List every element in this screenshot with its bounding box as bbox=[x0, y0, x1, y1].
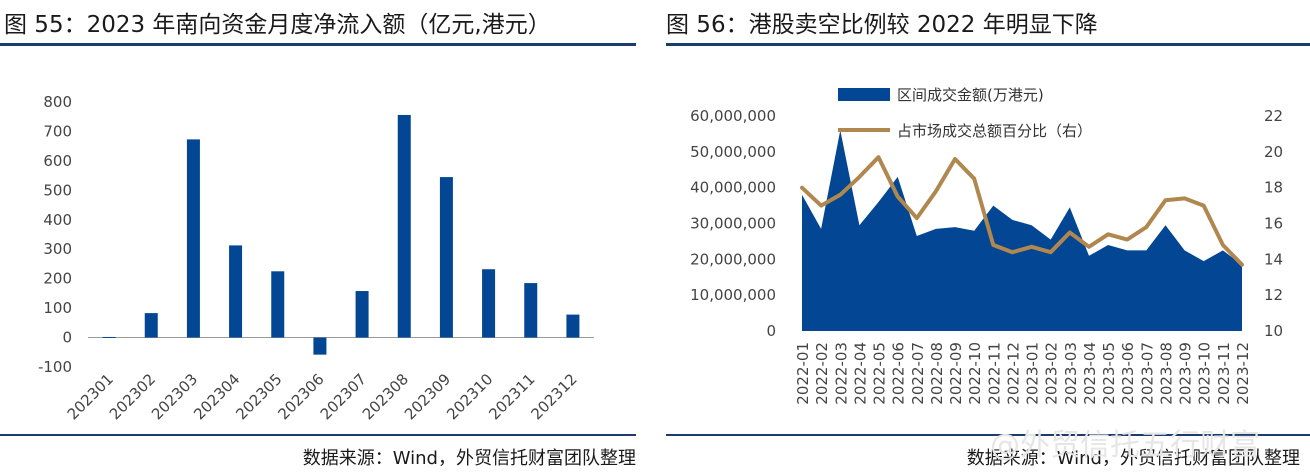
bar-202309 bbox=[439, 177, 453, 338]
bar-202306 bbox=[313, 337, 327, 355]
x-tick-label: 2023-10 bbox=[1196, 342, 1214, 405]
x-tick-label: 2023-03 bbox=[1062, 342, 1080, 405]
x-tick-label: 2023-06 bbox=[1119, 342, 1137, 405]
left-chart-title: 图 55：2023 年南向资金月度净流入额（亿元,港元） bbox=[4, 12, 551, 38]
southbound-bar-chart: -100010020030040050060070080020230120230… bbox=[38, 93, 594, 423]
bar-202310 bbox=[482, 269, 496, 338]
y-tick-label: 500 bbox=[43, 181, 72, 199]
left-y-tick-label: 20,000,000 bbox=[690, 250, 776, 268]
x-tick-label: 202306 bbox=[275, 370, 328, 423]
x-tick-label: 202311 bbox=[485, 370, 538, 423]
x-tick-label: 202303 bbox=[148, 370, 201, 423]
y-tick-label: 800 bbox=[43, 93, 72, 111]
x-tick-label: 202309 bbox=[401, 370, 454, 423]
right-y-tick-label: 12 bbox=[1264, 286, 1283, 304]
x-tick-label: 2022-10 bbox=[966, 342, 984, 405]
x-tick-label: 2023-12 bbox=[1234, 342, 1252, 405]
y-tick-label: 400 bbox=[43, 211, 72, 229]
x-tick-label: 202310 bbox=[443, 370, 496, 423]
right-title-rule bbox=[666, 43, 1310, 46]
right-y-tick-label: 16 bbox=[1264, 215, 1283, 233]
y-tick-label: 100 bbox=[43, 299, 72, 317]
x-tick-label: 2022-08 bbox=[928, 342, 946, 405]
x-tick-label: 2022-01 bbox=[794, 342, 812, 405]
x-tick-label: 2022-11 bbox=[985, 342, 1003, 405]
x-tick-label: 2023-11 bbox=[1215, 342, 1233, 405]
bar-202305 bbox=[271, 271, 285, 338]
x-tick-label: 2023-02 bbox=[1043, 342, 1061, 405]
left-chart-panel: 图 55：2023 年南向资金月度净流入额（亿元,港元） -100 0 100 200… bbox=[0, 0, 640, 475]
right-y-tick-label: 20 bbox=[1264, 143, 1283, 161]
x-tick-label: 2023-01 bbox=[1024, 342, 1042, 405]
bar-202311 bbox=[524, 283, 538, 338]
x-tick-label: 2022-05 bbox=[871, 342, 889, 405]
right-y-tick-label: 18 bbox=[1264, 179, 1283, 197]
y-tick-label: 300 bbox=[43, 240, 72, 258]
x-tick-label: 2022-06 bbox=[890, 342, 908, 405]
x-tick-label: 202307 bbox=[317, 370, 370, 423]
y-tick-label: 700 bbox=[43, 122, 72, 140]
bar-202304 bbox=[229, 245, 243, 338]
x-tick-label: 2022-02 bbox=[813, 342, 831, 405]
x-tick-label: 2023-09 bbox=[1177, 342, 1195, 405]
x-tick-label: 202312 bbox=[528, 370, 581, 423]
legend-area-swatch bbox=[838, 88, 890, 101]
left-y-tick-label: 40,000,000 bbox=[690, 179, 776, 197]
y-tick-label: 0 bbox=[62, 329, 72, 347]
bar-202308 bbox=[397, 114, 411, 338]
left-y-tick-label: 10,000,000 bbox=[690, 286, 776, 304]
short-selling-combo-chart: 0 10,000,000 20,000,000 30,000,000 40,000,00… bbox=[690, 86, 1283, 405]
right-source-rule bbox=[666, 434, 1310, 436]
left-y-tick-label: 0 bbox=[766, 322, 776, 340]
x-tick-label: 202302 bbox=[106, 370, 159, 423]
y-tick-label: 200 bbox=[43, 270, 72, 288]
legend-area-label: 区间成交金额(万港元) bbox=[897, 86, 1044, 104]
right-y-tick-label: 14 bbox=[1264, 250, 1283, 268]
x-tick-label: 2022-09 bbox=[947, 342, 965, 405]
bar-202302 bbox=[144, 313, 158, 338]
left-y-tick-label: 30,000,000 bbox=[690, 215, 776, 233]
x-tick-label: 202304 bbox=[190, 370, 243, 423]
short-ratio-line-series bbox=[800, 155, 1244, 267]
right-y-tick-label: 22 bbox=[1264, 107, 1283, 125]
left-y-tick-label: 50,000,000 bbox=[690, 143, 776, 161]
x-tick-label: 202305 bbox=[232, 370, 285, 423]
left-title-rule bbox=[0, 43, 636, 46]
right-source-note: 数据来源：Wind，外贸信托财富团队整理 bbox=[966, 448, 1300, 469]
legend-line-label: 占市场成交总额百分比（右） bbox=[897, 122, 1092, 140]
left-source-note: 数据来源：Wind，外贸信托财富团队整理 bbox=[302, 448, 636, 469]
right-y-tick-label: 10 bbox=[1264, 322, 1283, 340]
x-tick-label: 2023-08 bbox=[1157, 342, 1175, 405]
x-tick-label: 2022-04 bbox=[851, 342, 869, 405]
right-chart-title: 图 56：港股卖空比例较 2022 年明显下降 bbox=[666, 12, 1098, 38]
x-tick-label: 2023-04 bbox=[1081, 342, 1099, 405]
left-y-tick-label: 60,000,000 bbox=[690, 107, 776, 125]
x-tick-label: 2023-05 bbox=[1100, 342, 1118, 405]
y-tick-label: 600 bbox=[43, 152, 72, 170]
x-tick-label: 202308 bbox=[359, 370, 412, 423]
x-tick-label: 2022-03 bbox=[832, 342, 850, 405]
right-chart-panel: 图 56：港股卖空比例较 2022 年明显下降 0 10,000,000 20,00… bbox=[666, 0, 1310, 475]
y-tick-label: -100 bbox=[38, 358, 72, 376]
bar-202312 bbox=[566, 314, 580, 338]
bar-202307 bbox=[355, 291, 369, 338]
turnover-area-series bbox=[802, 130, 1242, 331]
x-tick-label: 2023-07 bbox=[1138, 342, 1156, 405]
left-source-rule bbox=[0, 434, 636, 436]
x-tick-label: 2022-12 bbox=[1004, 342, 1022, 405]
x-tick-label: 2022-07 bbox=[909, 342, 927, 405]
bar-202301 bbox=[102, 336, 116, 338]
bar-202303 bbox=[186, 139, 200, 338]
x-tick-label: 202301 bbox=[64, 370, 117, 423]
